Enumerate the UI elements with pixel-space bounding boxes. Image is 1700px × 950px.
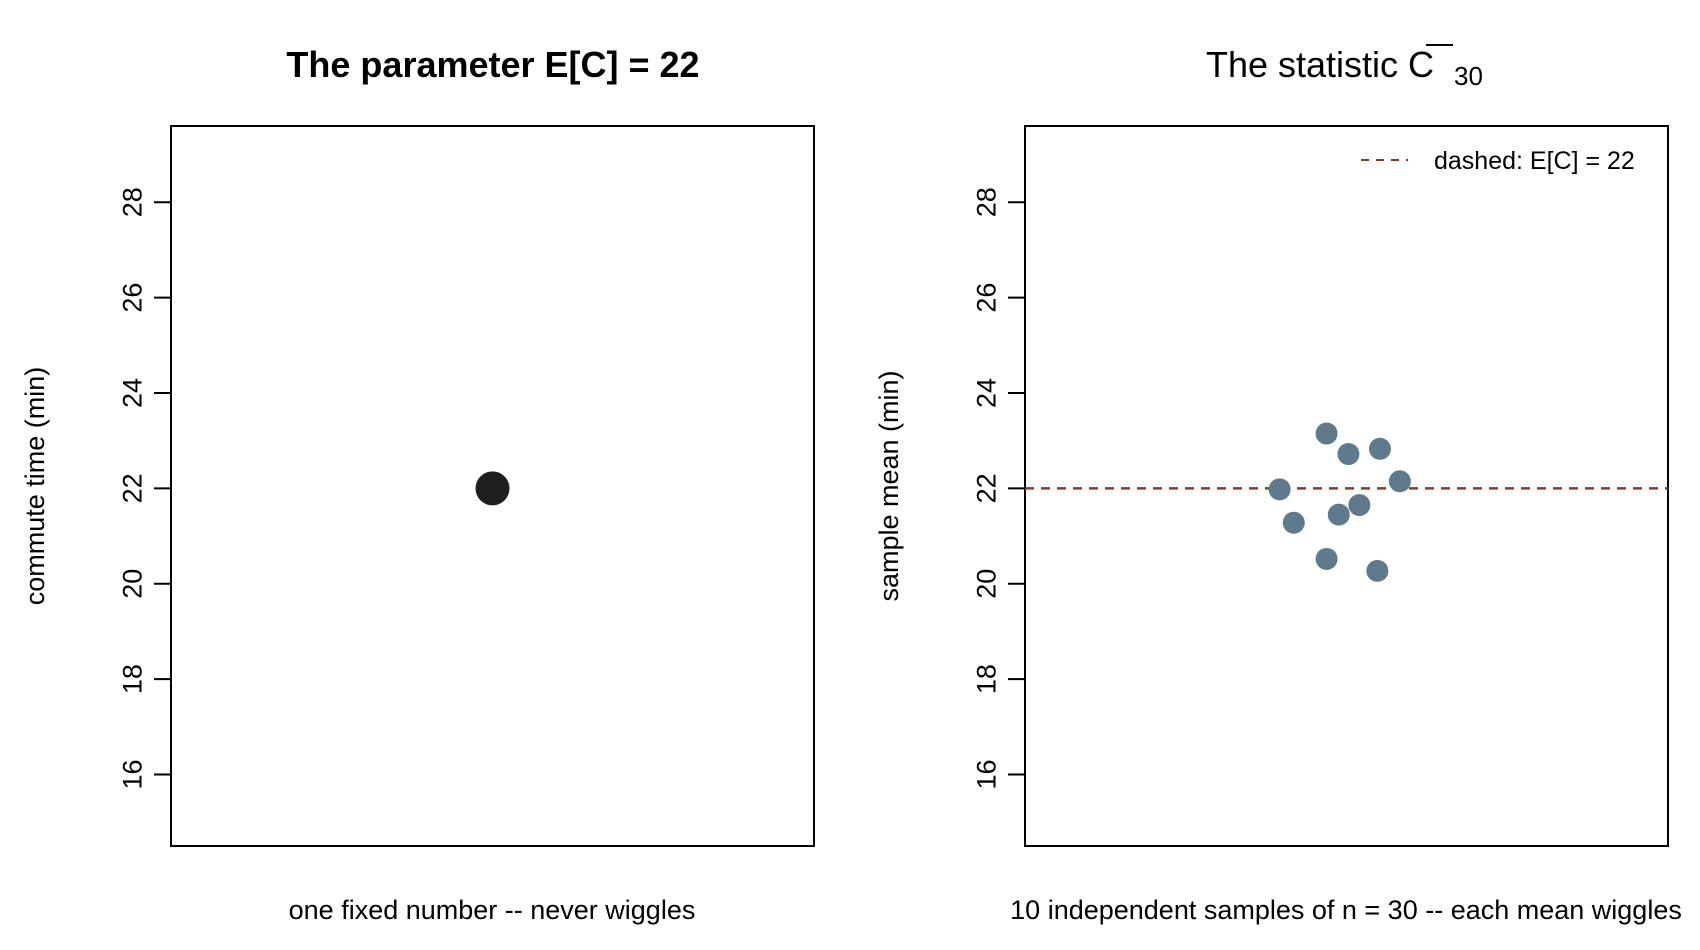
y-tick-label: 28 <box>971 187 1001 217</box>
y-axis-label: commute time (min) <box>20 367 50 606</box>
y-tick-label: 22 <box>117 473 147 503</box>
data-point <box>1282 511 1305 534</box>
y-tick-label: 24 <box>971 378 1001 408</box>
legend: dashed: E[C] = 22 <box>1361 147 1635 175</box>
chart-title: The statistic C <box>1206 44 1434 85</box>
y-tick-label: 26 <box>117 283 147 313</box>
plot-frame <box>1024 125 1669 847</box>
data-point <box>1388 470 1411 493</box>
panel-statistic: The statistic C 30 16 18 20 22 24 26 28 sample… <box>874 44 1682 925</box>
y-tick-label: 24 <box>117 378 147 408</box>
y-axis: 16 18 20 22 24 26 28 <box>971 187 1025 790</box>
legend-label: dashed: E[C] = 22 <box>1434 147 1635 175</box>
y-tick-label: 26 <box>971 283 1001 313</box>
data-point <box>475 471 510 506</box>
plot-frame <box>170 125 815 847</box>
panel-parameter: The parameter E[C] = 22 16 18 20 22 24 26 28 c… <box>20 44 815 925</box>
data-point <box>1315 547 1338 570</box>
y-axis-label: sample mean (min) <box>874 370 904 601</box>
y-tick-label: 16 <box>971 759 1001 789</box>
x-axis-label: 10 independent samples of n = 30 -- each… <box>1010 895 1682 925</box>
y-axis: 16 18 20 22 24 26 28 <box>117 187 171 790</box>
y-tick-label: 28 <box>117 187 147 217</box>
data-point <box>1268 478 1291 501</box>
x-axis-label: one fixed number -- never wiggles <box>289 895 696 925</box>
y-tick-label: 20 <box>117 569 147 599</box>
data-points <box>1268 422 1411 582</box>
y-tick-label: 18 <box>971 664 1001 694</box>
data-points <box>475 471 510 506</box>
y-tick-label: 20 <box>971 569 1001 599</box>
data-point <box>1337 443 1360 466</box>
data-point <box>1366 559 1389 582</box>
y-tick-label: 18 <box>117 664 147 694</box>
title-subscript: 30 <box>1454 61 1483 91</box>
data-point <box>1315 422 1338 445</box>
title-text: The statistic C <box>1206 44 1434 85</box>
data-point <box>1348 494 1371 517</box>
data-point <box>1368 437 1391 460</box>
data-point <box>1327 503 1350 526</box>
chart-title: The parameter E[C] = 22 <box>286 44 699 85</box>
y-tick-label: 16 <box>117 759 147 789</box>
y-tick-label: 22 <box>971 473 1001 503</box>
